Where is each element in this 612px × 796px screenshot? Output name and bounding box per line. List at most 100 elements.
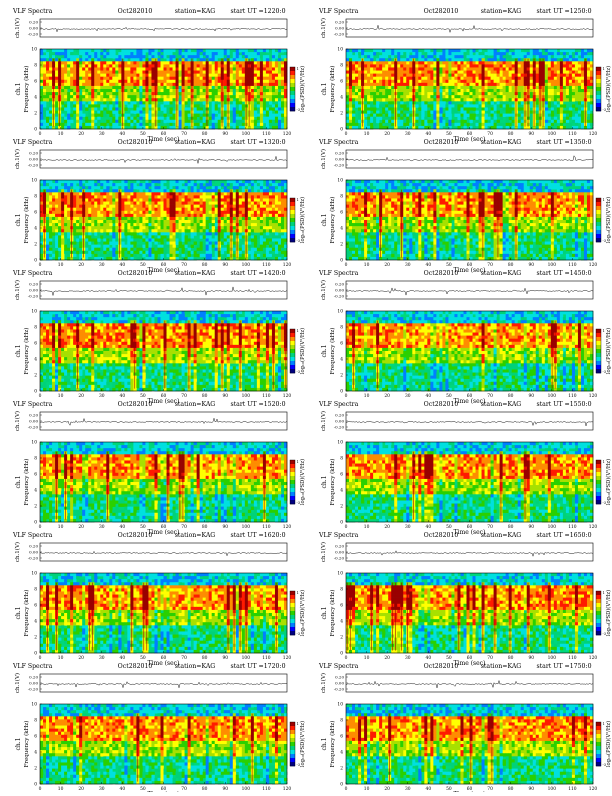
spectrogram-cell bbox=[58, 192, 61, 195]
spectrogram-cell bbox=[266, 64, 269, 67]
spectrogram-cell bbox=[403, 89, 406, 92]
spectrogram-cell bbox=[557, 77, 560, 80]
spectrogram-cell bbox=[157, 80, 160, 83]
spectrogram-cell bbox=[409, 104, 412, 107]
spectrogram-cell bbox=[470, 101, 473, 104]
spectrogram-cell bbox=[94, 180, 97, 183]
spectrogram-cell bbox=[139, 117, 142, 120]
spectrogram-cell bbox=[263, 80, 266, 83]
spectrogram-cell bbox=[557, 101, 560, 104]
spectrogram-cell bbox=[254, 58, 257, 61]
spectrogram-cell bbox=[397, 89, 400, 92]
spectrogram-cell bbox=[275, 74, 278, 77]
spectrogram-cell bbox=[349, 83, 352, 86]
spectrogram-cell bbox=[400, 86, 403, 89]
spectrogram-cell bbox=[239, 58, 242, 61]
spectrogram-cell bbox=[185, 86, 188, 89]
spectrogram-cell bbox=[115, 104, 118, 107]
spectrogram-cell bbox=[418, 52, 421, 55]
spectrogram-cell bbox=[139, 211, 142, 214]
spectrogram-cell bbox=[191, 180, 194, 183]
spectrogram-cell bbox=[272, 123, 275, 126]
spectrogram-cell bbox=[485, 123, 488, 126]
spectrogram-cell bbox=[64, 89, 67, 92]
spectrogram-cell bbox=[167, 74, 170, 77]
spectrogram-cell bbox=[148, 205, 151, 208]
spectrogram-cell bbox=[400, 77, 403, 80]
spectrogram-cell bbox=[382, 111, 385, 114]
spectrogram-cell bbox=[79, 211, 82, 214]
spectrogram-cell bbox=[460, 67, 463, 70]
spectrogram-cell bbox=[551, 98, 554, 101]
spectrogram-cell bbox=[242, 71, 245, 74]
spectrogram-cell bbox=[173, 95, 176, 98]
spectrogram-cell bbox=[239, 107, 242, 110]
spectrogram-cell bbox=[124, 71, 127, 74]
spectrogram-cell bbox=[430, 120, 433, 123]
spectrogram-cell bbox=[482, 89, 485, 92]
spectrogram-cell bbox=[506, 86, 509, 89]
spectrogram-cell bbox=[400, 104, 403, 107]
spectrogram-cell bbox=[488, 77, 491, 80]
spectrogram-cell bbox=[400, 58, 403, 61]
spectrogram-cell bbox=[136, 205, 139, 208]
spectrogram-cell bbox=[545, 92, 548, 95]
spectrogram-cell bbox=[173, 180, 176, 183]
spectrogram-cell bbox=[49, 120, 52, 123]
spectrogram-cell bbox=[479, 83, 482, 86]
spectrogram-cell bbox=[130, 195, 133, 198]
spectrogram-cell bbox=[382, 98, 385, 101]
spectrogram-cell bbox=[548, 55, 551, 58]
spectrogram-cell bbox=[115, 208, 118, 211]
spectrogram-cell bbox=[179, 189, 182, 192]
spectrogram-cell bbox=[58, 186, 61, 189]
spectrogram-cell bbox=[85, 67, 88, 70]
spectrogram-cell bbox=[49, 95, 52, 98]
spectrogram-cell bbox=[575, 114, 578, 117]
spectrogram-cell bbox=[460, 61, 463, 64]
spectrogram-cell bbox=[521, 92, 524, 95]
spectrogram-cell bbox=[551, 89, 554, 92]
spectrogram-cell bbox=[479, 49, 482, 52]
spectrogram-cell bbox=[418, 55, 421, 58]
spectrogram-cell bbox=[148, 198, 151, 201]
spectrogram-cell bbox=[545, 58, 548, 61]
spectrogram-cell bbox=[185, 198, 188, 201]
spectrogram-cell bbox=[49, 98, 52, 101]
spectrogram-cell bbox=[164, 83, 167, 86]
spectrogram-cell bbox=[587, 89, 590, 92]
spectrogram-cell bbox=[221, 192, 224, 195]
spectrogram-cell bbox=[409, 114, 412, 117]
spectrogram-cell bbox=[518, 55, 521, 58]
spectrogram-cell bbox=[133, 74, 136, 77]
spectrogram-cell bbox=[233, 71, 236, 74]
spectrogram-cell bbox=[463, 92, 466, 95]
spectrogram-cell bbox=[179, 183, 182, 186]
spectrogram-cell bbox=[121, 205, 124, 208]
spectrogram-cell bbox=[91, 67, 94, 70]
spectrogram-cell bbox=[578, 77, 581, 80]
spectrogram-cell bbox=[121, 183, 124, 186]
spectrogram-cell bbox=[530, 95, 533, 98]
spectrogram-cell bbox=[148, 180, 151, 183]
spectrogram-cell bbox=[221, 180, 224, 183]
spectrogram-cell bbox=[470, 92, 473, 95]
spectrogram-cell bbox=[563, 49, 566, 52]
spectrogram-cell bbox=[548, 98, 551, 101]
spectrogram-cell bbox=[118, 95, 121, 98]
spectrogram-cell bbox=[349, 107, 352, 110]
spectrogram-cell bbox=[170, 186, 173, 189]
spectrogram-cell bbox=[488, 64, 491, 67]
spectrogram-cell bbox=[115, 195, 118, 198]
spectrogram-cell bbox=[569, 55, 572, 58]
spectrogram-cell bbox=[82, 101, 85, 104]
spectrogram-cell bbox=[64, 77, 67, 80]
spectrogram-cell bbox=[106, 86, 109, 89]
spectrogram-cell bbox=[569, 83, 572, 86]
spectrogram-cell bbox=[154, 195, 157, 198]
spectrogram-cell bbox=[433, 86, 436, 89]
spectrogram-cell bbox=[112, 107, 115, 110]
spectrogram-cell bbox=[194, 95, 197, 98]
spectrogram-cell bbox=[263, 208, 266, 211]
spectrogram-cell bbox=[551, 71, 554, 74]
